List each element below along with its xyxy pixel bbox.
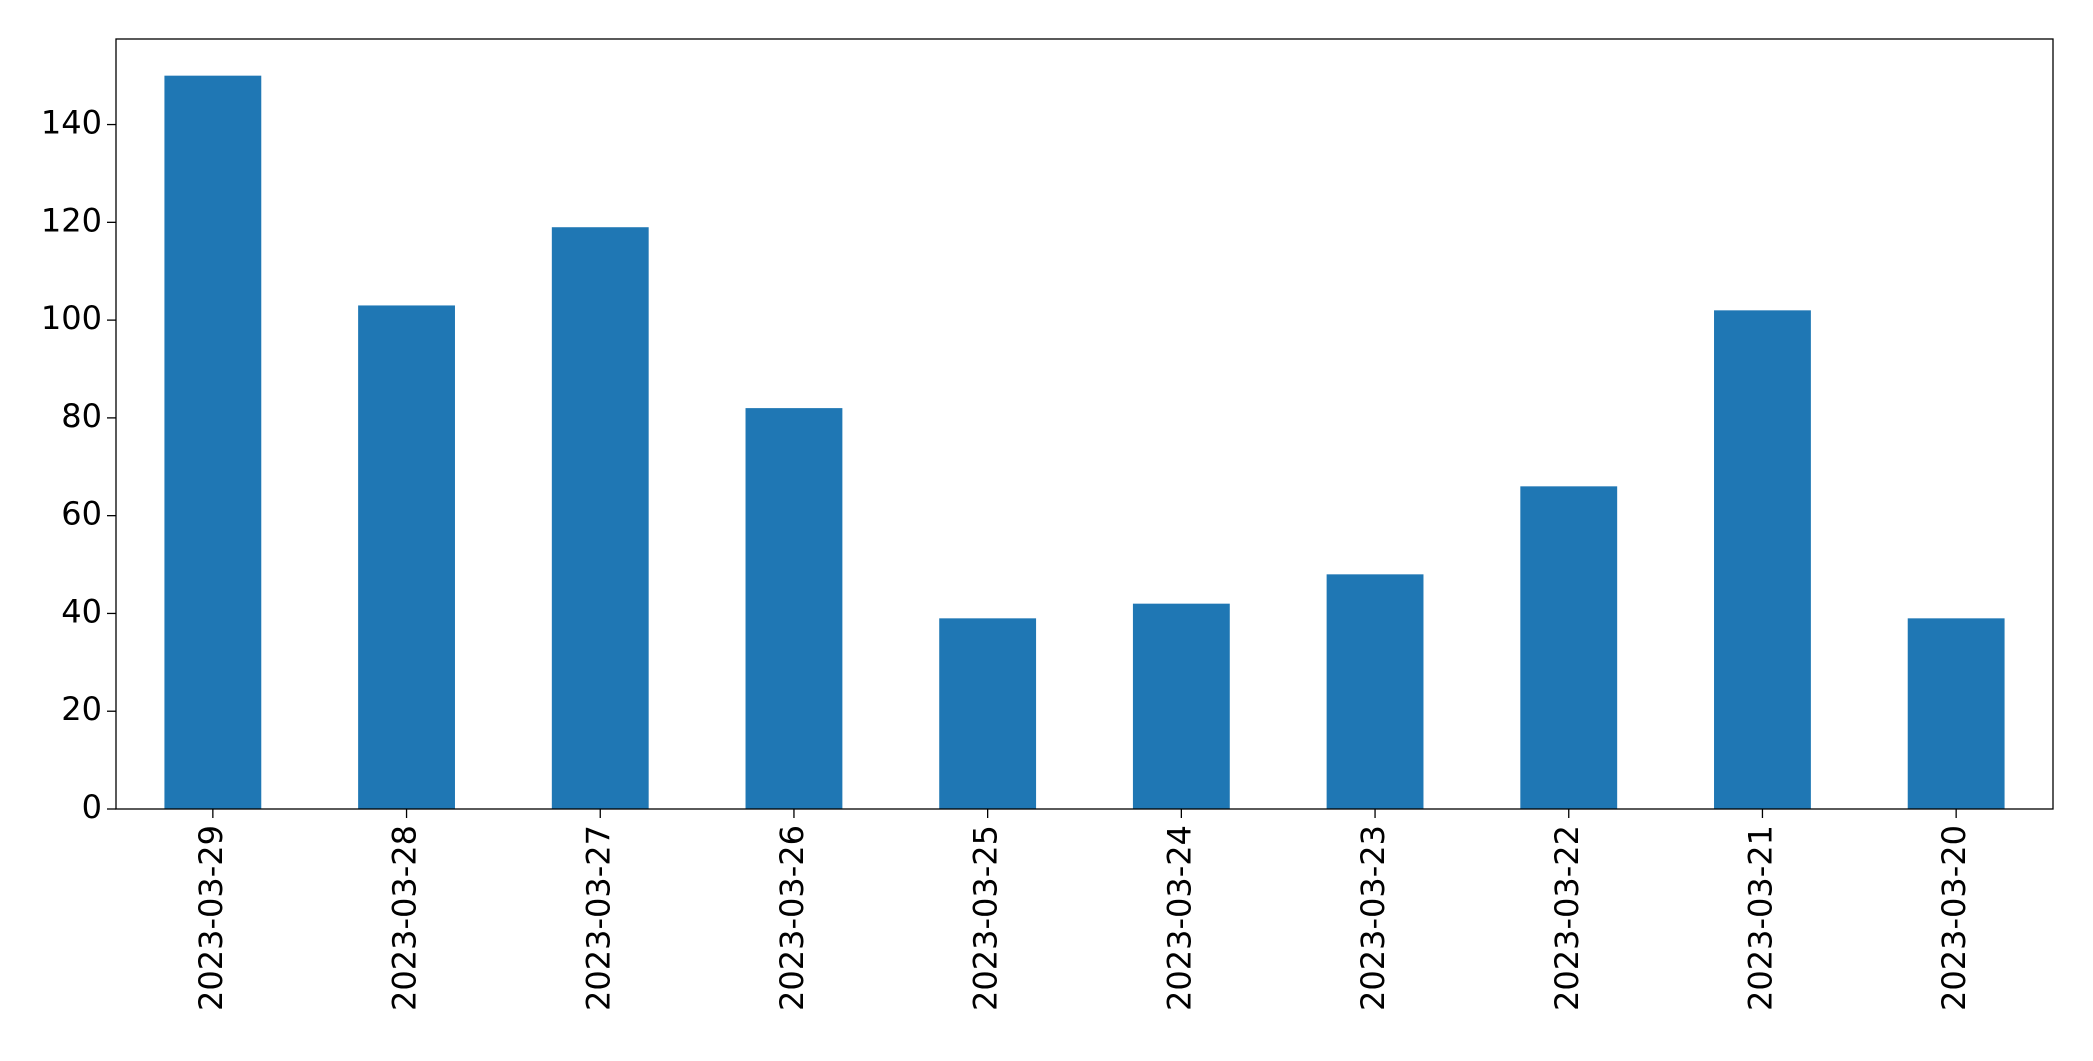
bar — [551, 227, 649, 809]
bar — [745, 408, 843, 809]
x-tick-label: 2023-03-22 — [1548, 825, 1586, 1011]
x-tick-label: 2023-03-25 — [967, 825, 1005, 1011]
bar — [1132, 603, 1230, 809]
x-tick-label: 2023-03-23 — [1354, 825, 1392, 1011]
plot-frame — [115, 38, 2054, 810]
y-tick-label: 60 — [61, 495, 102, 533]
x-tick-label: 2023-03-26 — [773, 825, 811, 1011]
y-tick-label: 100 — [41, 299, 102, 337]
x-tick-label: 2023-03-21 — [1741, 825, 1779, 1011]
bar — [164, 75, 262, 809]
bar — [1326, 574, 1424, 809]
y-tick-label: 140 — [41, 104, 102, 142]
bar — [1907, 618, 2005, 809]
x-tick-label: 2023-03-24 — [1160, 825, 1198, 1011]
bar — [358, 305, 455, 809]
y-tick-label: 120 — [41, 201, 102, 239]
x-tick-label: 2023-03-28 — [386, 825, 424, 1011]
y-tick-label: 20 — [61, 690, 102, 728]
y-tick-label: 0 — [82, 788, 102, 826]
x-tick-label: 2023-03-27 — [579, 825, 617, 1011]
bar — [1714, 310, 1811, 809]
x-tick-label: 2023-03-29 — [192, 825, 230, 1011]
y-tick-label: 80 — [61, 397, 102, 435]
bar — [1520, 486, 1618, 809]
bar — [939, 618, 1037, 809]
x-tick-label: 2023-03-20 — [1935, 825, 1973, 1011]
y-tick-label: 40 — [61, 592, 102, 630]
